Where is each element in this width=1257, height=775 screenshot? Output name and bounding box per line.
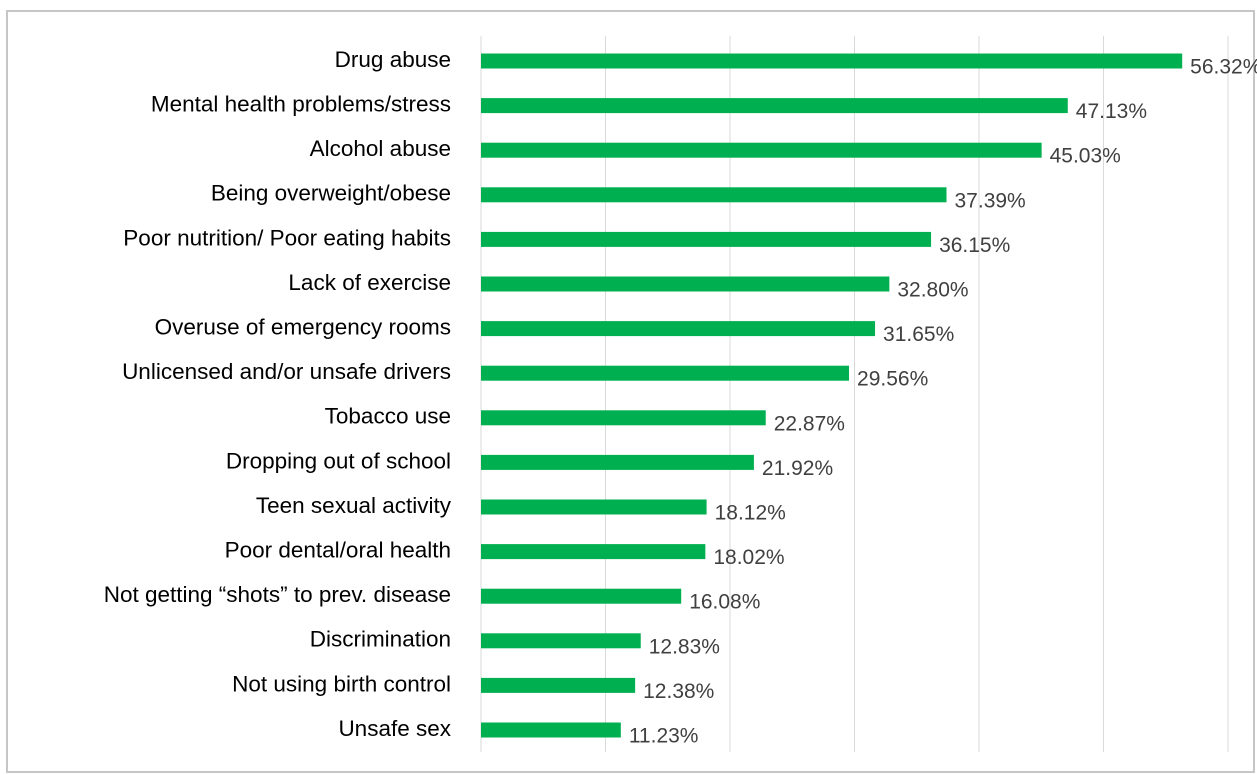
value-label: 21.92% [762,457,833,480]
value-label: 22.87% [774,412,845,435]
bar [481,365,850,381]
category-label: Not using birth control [232,671,451,696]
category-label: Unsafe sex [338,716,451,741]
value-label: 45.03% [1050,145,1121,168]
category-label: Drug abuse [335,47,451,72]
bar [481,588,682,604]
bars [481,53,1183,738]
value-labels: 56.32% 47.13% 45.03% 37.39% 36.15% 32.80% 31.6… [629,56,1257,748]
category-label: Not getting “shots” to prev. disease [104,582,451,607]
bar [481,677,636,693]
bar [481,187,947,203]
bar [481,722,621,738]
category-label: Overuse of emergency rooms [155,315,451,340]
category-labels: Drug abuse Mental health problems/stress A… [104,47,452,741]
value-label: 16.08% [689,591,760,614]
category-label: Teen sexual activity [256,493,452,518]
category-label: Tobacco use [325,404,451,429]
value-label: 56.32% [1190,56,1257,79]
category-label: Mental health problems/stress [151,92,451,117]
bar [481,544,706,560]
category-label: Dropping out of school [226,448,451,473]
bar [481,499,707,515]
value-label: 31.65% [883,323,954,346]
category-label: Alcohol abuse [310,136,451,161]
value-label: 11.23% [629,725,699,748]
category-label: Discrimination [310,627,451,652]
bar [481,53,1183,69]
value-label: 36.15% [939,234,1010,257]
category-label: Poor dental/oral health [225,538,451,563]
bar [481,98,1068,114]
bar [481,231,932,247]
value-label: 12.38% [643,680,714,703]
value-label: 12.83% [649,635,720,658]
bar [481,633,641,649]
category-label: Lack of exercise [288,270,451,295]
bar [481,454,754,470]
bar [481,276,890,292]
value-label: 18.02% [713,546,784,569]
bar [481,321,876,337]
value-label: 29.56% [857,368,928,391]
category-label: Being overweight/obese [211,181,451,206]
value-label: 18.12% [715,502,786,525]
category-label: Poor nutrition/ Poor eating habits [123,225,451,250]
bar [481,410,766,426]
bar [481,142,1042,158]
value-label: 37.39% [955,189,1026,212]
value-label: 47.13% [1076,100,1147,123]
value-label: 32.80% [897,279,968,302]
category-label: Unlicensed and/or unsafe drivers [122,359,451,384]
